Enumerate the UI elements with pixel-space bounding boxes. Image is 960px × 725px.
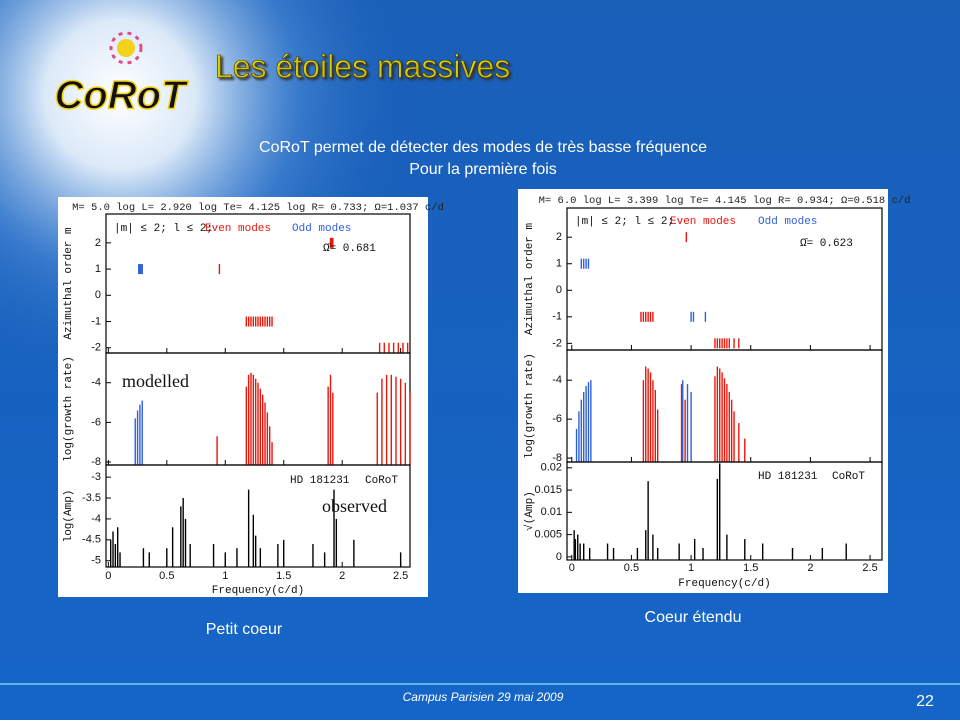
x-tick-label: 0 xyxy=(569,562,575,574)
y-axis-label: Azimuthal order m xyxy=(524,222,536,335)
x-tick-label: 0 xyxy=(105,570,111,582)
y-tick-label: 2 xyxy=(556,231,562,243)
figure-params: M= 6.0 log L= 3.399 log Te= 4.145 log R=… xyxy=(539,195,911,207)
y-tick-label: 1 xyxy=(95,263,101,275)
mode-selection: |m| ≤ 2; l ≤ 2; xyxy=(575,216,674,228)
panel-note: HD 181231 xyxy=(758,471,818,483)
x-tick-label: 0.5 xyxy=(159,570,174,582)
y-tick-label: -6 xyxy=(552,413,562,425)
logo-text: CoRoT xyxy=(54,74,189,118)
y-tick-label: 0.02 xyxy=(541,462,562,474)
x-tick-label: 2.5 xyxy=(393,570,408,582)
y-axis-label: Azimuthal order m xyxy=(63,227,75,340)
panel-note: observed xyxy=(322,496,387,516)
mode-selection: |m| ≤ 2; l ≤ 2; xyxy=(114,223,213,235)
panel-frame xyxy=(105,464,411,568)
y-tick-label: -1 xyxy=(552,311,562,323)
panel-frame xyxy=(566,461,883,561)
figure-box xyxy=(518,189,888,593)
y-tick-label: -3.5 xyxy=(82,492,101,504)
legend-entry: Odd modes xyxy=(292,223,351,235)
x-tick-label: 1 xyxy=(222,570,228,582)
y-tick-label: -4 xyxy=(91,377,101,389)
logo-rays xyxy=(109,31,143,65)
y-tick-label: -8 xyxy=(91,456,101,468)
y-tick-label: 0.015 xyxy=(534,484,562,496)
footer-text: Campus Parisien 29 mai 2009 xyxy=(403,690,564,704)
x-tick-label: 2 xyxy=(339,570,345,582)
panel-note: CoRoT xyxy=(832,471,865,483)
y-axis-label: log(growth rate) xyxy=(63,356,75,462)
logo-sun xyxy=(117,39,135,57)
y-tick-label: -4 xyxy=(552,374,562,386)
y-tick-label: -4.5 xyxy=(82,534,101,546)
x-tick-label: 2 xyxy=(807,562,813,574)
page-number: 22 xyxy=(916,693,934,710)
x-tick-label: 1 xyxy=(688,562,694,574)
omega-label: Ω̄= 0.623 xyxy=(800,238,853,250)
y-tick-label: 0.005 xyxy=(534,529,562,541)
figure-box xyxy=(58,197,428,597)
y-tick-label: -1 xyxy=(91,315,101,327)
x-axis-label: Frequency(c/d) xyxy=(212,585,304,597)
y-axis-label: log(Amp) xyxy=(63,490,75,543)
legend-entry: Odd modes xyxy=(758,216,817,228)
x-axis-label: Frequency(c/d) xyxy=(678,578,770,590)
y-axis-label: √(Amp) xyxy=(523,491,536,531)
figure-caption: Petit coeur xyxy=(206,621,283,638)
y-axis-label: log(growth rate) xyxy=(524,353,536,459)
y-tick-label: 0 xyxy=(556,551,562,563)
x-tick-label: 1.5 xyxy=(276,570,291,582)
figure-params: M= 5.0 log L= 2.920 log Te= 4.125 log R=… xyxy=(72,202,444,214)
x-tick-label: 0.5 xyxy=(624,562,639,574)
slide-title: Les étoiles massives xyxy=(215,48,510,84)
subtitle-line: Pour la première fois xyxy=(409,161,557,178)
y-tick-label: -2 xyxy=(552,337,562,349)
y-tick-label: -8 xyxy=(552,452,562,464)
panel-note: HD 181231 xyxy=(290,475,350,487)
y-tick-label: -3 xyxy=(91,471,101,483)
figure-caption: Coeur étendu xyxy=(645,609,742,626)
y-tick-label: 2 xyxy=(95,237,101,249)
legend-entry: Even modes xyxy=(205,223,271,235)
x-tick-label: 1.5 xyxy=(743,562,758,574)
logo: CoRoT xyxy=(54,31,190,118)
y-tick-label: 0.01 xyxy=(541,506,562,518)
y-tick-label: -4 xyxy=(91,513,101,525)
x-tick-label: 2.5 xyxy=(862,562,877,574)
y-tick-label: 0 xyxy=(556,284,562,296)
panel-note: modelled xyxy=(122,371,189,391)
y-tick-label: -5 xyxy=(91,555,101,567)
y-tick-label: 1 xyxy=(556,258,562,270)
legend-entry: Even modes xyxy=(670,216,736,228)
omega-label: Ω̄= 0.681 xyxy=(323,243,376,255)
subtitle-line: CoRoT permet de détecter des modes de tr… xyxy=(259,139,707,156)
panel-note: CoRoT xyxy=(365,475,398,487)
y-tick-label: 0 xyxy=(95,289,101,301)
y-tick-label: -2 xyxy=(91,342,101,354)
y-tick-label: -6 xyxy=(91,416,101,428)
